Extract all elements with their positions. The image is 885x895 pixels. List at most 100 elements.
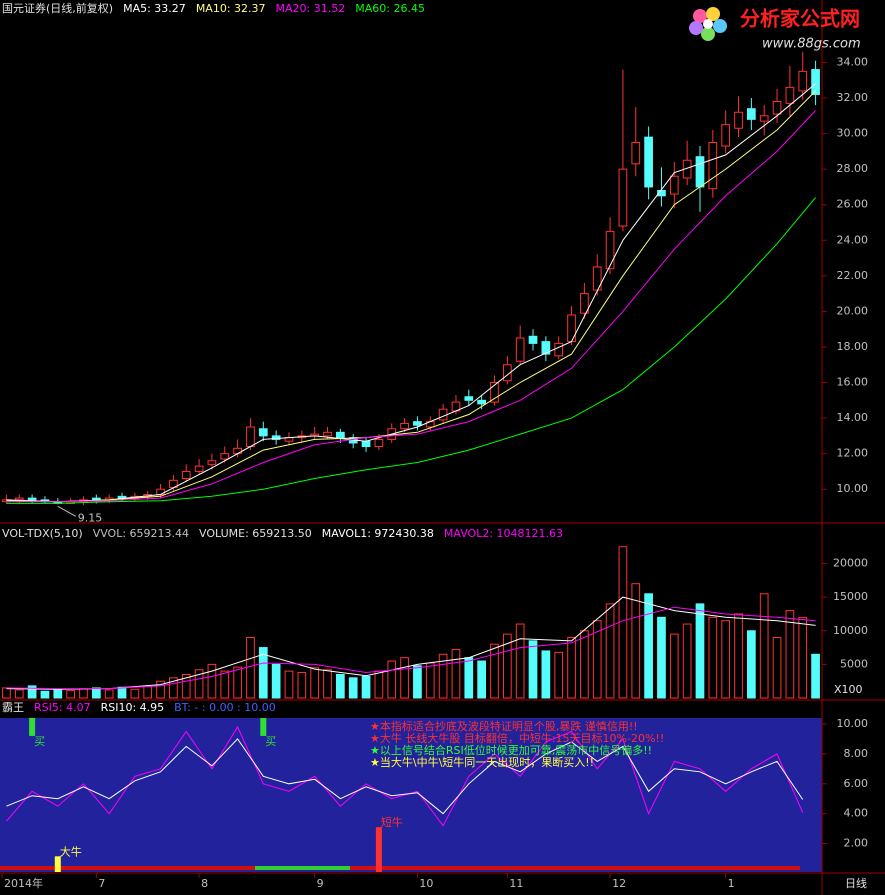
- logo-center: [703, 19, 713, 29]
- candle-body: [336, 431, 345, 439]
- logo-petal: [706, 7, 720, 21]
- x-tick-label: 9: [317, 877, 324, 890]
- volume-bar: [785, 610, 795, 699]
- x-tick-label: 7: [98, 877, 105, 890]
- volume-bar: [2, 687, 11, 699]
- y-tick-label: 20.00: [837, 304, 869, 317]
- volume-bar: [310, 667, 320, 699]
- volume-bar: [669, 633, 679, 699]
- candle-body: [631, 141, 641, 165]
- volume-bar: [258, 647, 268, 699]
- candle-body: [490, 382, 499, 403]
- x-tick-label: 11: [509, 877, 523, 890]
- candle-body: [515, 337, 525, 362]
- signal-label: 大牛: [60, 844, 82, 858]
- candle-body: [194, 465, 204, 472]
- volume-bar: [580, 630, 589, 699]
- logo-url: www.88gs.com: [762, 37, 861, 52]
- candle-body: [323, 431, 332, 437]
- candle-body: [400, 422, 409, 430]
- volume-bar: [156, 680, 165, 699]
- candle-body: [541, 341, 551, 355]
- y-tick-label: 10.00: [837, 717, 869, 730]
- y-tick-label: 5000: [840, 657, 868, 670]
- volume-bar: [374, 670, 384, 699]
- y-tick-label: 32.00: [837, 91, 869, 104]
- logo: 分析家公式网 www.88gs.com: [689, 7, 861, 52]
- logo-petal: [689, 21, 703, 35]
- candle-body: [91, 497, 101, 501]
- volume-bar: [271, 663, 281, 699]
- candle-body: [759, 115, 769, 122]
- candle-body: [811, 69, 820, 95]
- volume-bar: [657, 616, 666, 699]
- volume-bar: [143, 686, 153, 699]
- signal-label: 买: [34, 735, 45, 748]
- volume-bar: [207, 663, 217, 699]
- unit-label: X100: [834, 683, 863, 696]
- x-tick-label: 8: [201, 877, 208, 890]
- line: [6, 83, 816, 503]
- y-tick-label: 18.00: [837, 340, 869, 353]
- volume-bar: [695, 603, 705, 699]
- y-tick-label: 6.00: [844, 777, 869, 790]
- volume-bar: [798, 616, 808, 699]
- header-label: VOL-TDX(5,10): [2, 527, 83, 540]
- y-tick-label: 28.00: [837, 162, 869, 175]
- candle-body: [271, 435, 281, 440]
- candle-body: [413, 421, 422, 426]
- volume-bar: [233, 666, 242, 699]
- candle-body: [477, 399, 486, 405]
- candle-body: [734, 111, 743, 129]
- line: [6, 725, 804, 827]
- volume-bar: [631, 583, 641, 699]
- note: ★本指标适合抄底及波段特证明显个股,暴跌 谨慎信用!!: [370, 719, 638, 733]
- volume-bar: [515, 623, 525, 699]
- volume-bar: [361, 675, 371, 699]
- note: ★以上信号结合RSI低位时候更加可靠,震荡市中信号偏多!!: [370, 743, 652, 757]
- y-tick-label: 34.00: [837, 55, 869, 68]
- volume-bar: [605, 603, 615, 699]
- volume-bar: [336, 673, 345, 699]
- header-label: MA10: 32.37: [196, 2, 266, 15]
- volume-bar: [528, 640, 538, 699]
- candle-body: [246, 426, 255, 448]
- candle-body: [785, 86, 795, 104]
- candle-body: [695, 156, 705, 188]
- volume-bar: [117, 686, 127, 699]
- volume-bar: [438, 653, 448, 699]
- logo-petal: [713, 19, 727, 33]
- candle-body: [721, 124, 731, 147]
- volume-bar: [682, 623, 692, 699]
- candle-body: [374, 438, 384, 448]
- volume-bar: [413, 665, 422, 699]
- volume-bar: [169, 677, 178, 699]
- volume-bar: [66, 690, 75, 699]
- candle-body: [708, 141, 718, 190]
- line: [6, 596, 816, 690]
- volume-bar: [592, 620, 602, 699]
- candle-body: [464, 396, 474, 401]
- x-axis-label: 日线: [845, 876, 867, 890]
- candle-body: [618, 168, 628, 227]
- candle-body: [156, 488, 165, 496]
- header-label: VOLUME: 659213.50: [199, 527, 312, 540]
- signal-bar: [54, 856, 61, 872]
- x-tick-label: 2014年: [4, 876, 43, 890]
- header-label: RSI10: 4.95: [101, 701, 165, 714]
- candle-body: [528, 335, 538, 344]
- line: [6, 197, 816, 504]
- y-tick-label: 8.00: [844, 747, 869, 760]
- candle-body: [580, 293, 589, 314]
- y-tick-label: 22.00: [837, 269, 869, 282]
- header-label: 霸王: [2, 701, 24, 714]
- line: [6, 606, 816, 690]
- volume-bar: [130, 688, 140, 699]
- candle-body: [605, 230, 615, 270]
- header-label: MAVOL2: 1048121.63: [444, 527, 563, 540]
- y-tick-label: 30.00: [837, 127, 869, 140]
- y-tick-label: 24.00: [837, 233, 869, 246]
- volume-bar: [734, 613, 743, 699]
- note: ★当大牛\中牛\短牛同一天出现时，果断买入!!: [370, 755, 594, 769]
